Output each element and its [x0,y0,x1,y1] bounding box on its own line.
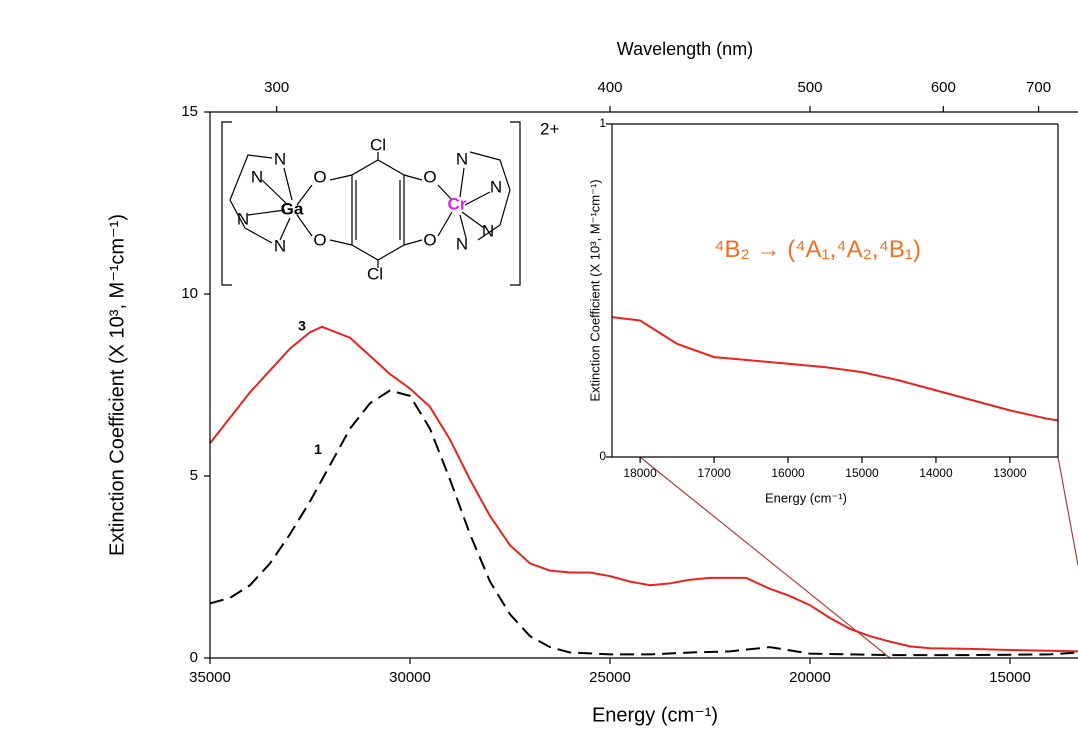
bracket [221,121,521,286]
zoom-line [639,456,891,659]
x2-tick-label: 700 [1026,79,1051,96]
x-tick-label: 17000 [697,466,731,480]
x-axis-label: Energy (cm⁻¹) [765,490,847,505]
atom: Cl [370,135,386,154]
x-tick-label: 25000 [589,669,631,686]
x2-axis-label: Wavelength (nm) [617,39,753,59]
zoom-line [1057,456,1078,566]
annotation: ⁴B₂ → (⁴A₁,⁴A₂,⁴B₁) [714,236,921,263]
x-tick-label: 30000 [389,669,431,686]
atom: N [274,149,286,168]
structure: 2+ Cl Cl O O O O Ga Cr N N N N N N N N [221,119,559,286]
atom: N [490,177,502,196]
series-line [209,325,1078,653]
x-tick-label: 14000 [919,466,953,480]
x-axis-label: Energy (cm⁻¹) [592,704,718,726]
atom: Cl [367,264,383,283]
series-line [209,389,1078,657]
x-tick-label: 15000 [845,466,879,480]
x2-tick-label: 600 [931,79,956,96]
y-axis-label: Extinction Coefficient (X 10³, M⁻¹cm⁻¹) [587,179,602,401]
y-tick-label: 0 [190,649,198,666]
y-tick-label: 0 [599,449,606,463]
atom: N [274,236,286,255]
annotation: 1 [314,441,322,457]
x-tick-label: 16000 [771,466,805,480]
atom: Cr [448,194,467,213]
atom: N [237,209,249,228]
y-tick-label: 5 [190,467,198,484]
y-tick-label: 1 [599,116,606,130]
x-tick-label: 18000 [623,466,657,480]
x-tick-label: 35000 [189,669,231,686]
inset-background [612,124,1058,457]
y-tick-label: 15 [181,103,198,120]
y-tick-label: 10 [181,285,198,302]
atom: Ga [281,199,304,218]
atom: O [313,167,326,186]
atom: O [423,167,436,186]
bonds [229,151,511,268]
y-axis-label: Extinction Coefficient (X 10³, M⁻¹cm⁻¹) [106,214,128,556]
x-tick-label: 20000 [789,669,831,686]
x-tick-label: 15000 [989,669,1031,686]
atom: O [313,230,326,249]
atom: N [456,234,468,253]
atom: O [423,230,436,249]
x2-tick-label: 400 [597,79,622,96]
atom: N [456,149,468,168]
charge: 2+ [540,119,559,138]
atom: N [482,221,494,240]
annotation: 3 [298,317,306,333]
x-tick-label: 13000 [993,466,1027,480]
x2-tick-label: 300 [264,79,289,96]
x2-tick-label: 500 [797,79,822,96]
series-line [611,316,1059,422]
atom: N [251,167,263,186]
